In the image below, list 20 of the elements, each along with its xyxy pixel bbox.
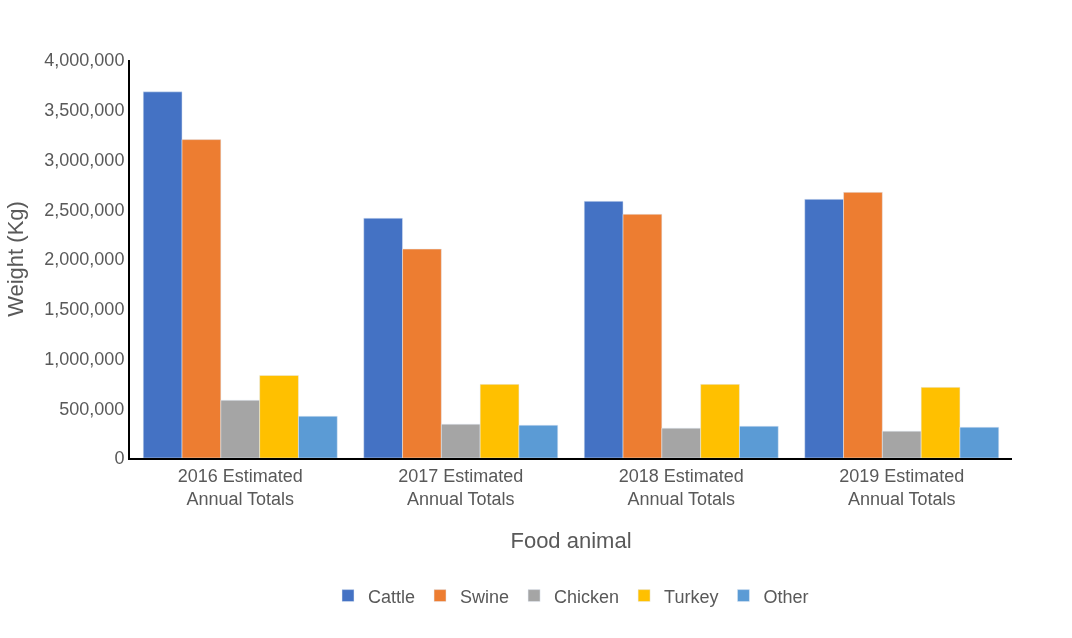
- x-tick-label: 2019 Estimated Annual Totals: [839, 465, 965, 509]
- x-axis-title: Food animal: [510, 528, 632, 554]
- y-tick-label: 0: [114, 448, 125, 469]
- y-tick-label: 2,000,000: [44, 249, 125, 270]
- legend-label: Cattle: [368, 586, 416, 607]
- y-axis-title: Weight (Kg): [2, 201, 28, 317]
- x-tick-label: 2017 Estimated Annual Totals: [398, 465, 524, 509]
- y-tick-label: 500,000: [59, 398, 125, 419]
- legend-label: Chicken: [554, 586, 620, 607]
- legend-label: Swine: [460, 586, 510, 607]
- y-tick-label: 1,000,000: [44, 348, 125, 369]
- y-tick-label: 1,500,000: [44, 299, 125, 320]
- x-tick-label: 2016 Estimated Annual Totals: [177, 465, 303, 509]
- y-tick-label: 3,500,000: [44, 100, 125, 121]
- y-tick-label: 2,500,000: [44, 199, 125, 220]
- legend-label: Other: [763, 586, 809, 607]
- x-tick-label: 2018 Estimated Annual Totals: [618, 465, 744, 509]
- legend-label: Turkey: [664, 586, 719, 607]
- y-tick-label: 4,000,000: [44, 50, 125, 71]
- y-tick-label: 3,000,000: [44, 149, 125, 170]
